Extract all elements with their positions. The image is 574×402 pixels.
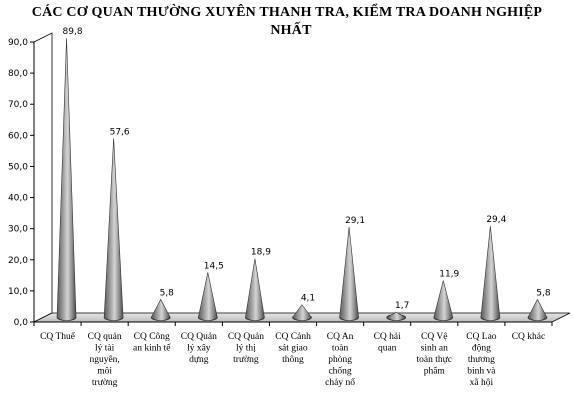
- category-label: CQ hải quan: [374, 332, 402, 354]
- y-tick-label: 0,0: [14, 318, 29, 328]
- y-tick-label: 30,0: [8, 225, 28, 235]
- category-label: CQ khác: [512, 332, 546, 342]
- y-tick-label: 90,0: [8, 38, 28, 48]
- chart-title-line-1: CÁC CƠ QUAN THƯỜNG XUYÊN THANH TRA, KIỂM…: [31, 5, 543, 20]
- data-label: 1,7: [395, 301, 409, 311]
- category-label: CQ Quản lý thị trường: [228, 332, 264, 365]
- data-label: 11,9: [439, 269, 459, 279]
- category-label: CQ Công an kinh tế: [133, 332, 171, 354]
- cone-bar: [480, 226, 501, 321]
- cone-bar: [433, 280, 454, 321]
- data-label: 89,8: [63, 27, 83, 37]
- y-tick-label: 80,0: [8, 69, 28, 79]
- cone-bar: [245, 258, 265, 321]
- category-label: CQ Vệ sinh an toàn thực phẩm: [417, 332, 453, 377]
- data-label: 5,8: [536, 288, 551, 298]
- y-tick-label: 50,0: [8, 162, 28, 172]
- data-label: 29,1: [345, 216, 365, 226]
- cone-bar: [197, 272, 218, 321]
- cone-bar: [56, 38, 77, 321]
- category-label: CQ quản lý tài nguyên, môi trường: [88, 332, 122, 388]
- cone-bar: [339, 226, 359, 321]
- cone-bar: [103, 138, 124, 321]
- chart-title: CÁC CƠ QUAN THƯỜNG XUYÊN THANH TRA, KIỂM…: [0, 4, 574, 40]
- category-label: CQ Thuế: [40, 331, 76, 342]
- data-label: 14,5: [204, 261, 224, 271]
- data-label: 18,9: [251, 248, 271, 258]
- category-label: CQ Quản lý xây dựng: [181, 332, 217, 365]
- y-tick-label: 60,0: [8, 131, 28, 141]
- category-labels: CQ Thuế CQ quản lý tài nguyên, môi trường CQ C…: [40, 331, 545, 388]
- data-label: 4,1: [301, 294, 315, 304]
- cone-marks: [56, 38, 548, 321]
- y-tick-label: 70,0: [8, 100, 28, 110]
- category-label: CQ Lao động thương binh và xã hội: [466, 332, 497, 388]
- data-label: 29,4: [486, 215, 506, 225]
- category-label: CQ An toàn phòng chống cháy nổ: [325, 332, 355, 388]
- data-label: 5,8: [160, 288, 175, 298]
- cone-bar: [386, 311, 407, 321]
- cone-bar: [150, 298, 171, 321]
- y-tick-label: 10,0: [8, 287, 28, 297]
- data-label: 57,6: [110, 127, 130, 137]
- side-wall: [33, 32, 53, 323]
- data-labels: 89,8 57,6 5,8 14,5 18,9 4,1 29,1 1,7 11,9 29,4 5,8: [63, 27, 551, 311]
- chart-title-line-2: NHẤT: [270, 23, 312, 38]
- cone-bar: [292, 304, 312, 321]
- y-tick-label: 40,0: [8, 194, 28, 204]
- cone-bar: [527, 298, 548, 321]
- y-tick-label: 20,0: [8, 256, 28, 266]
- category-label: CQ Cảnh sát giao thông: [275, 332, 311, 365]
